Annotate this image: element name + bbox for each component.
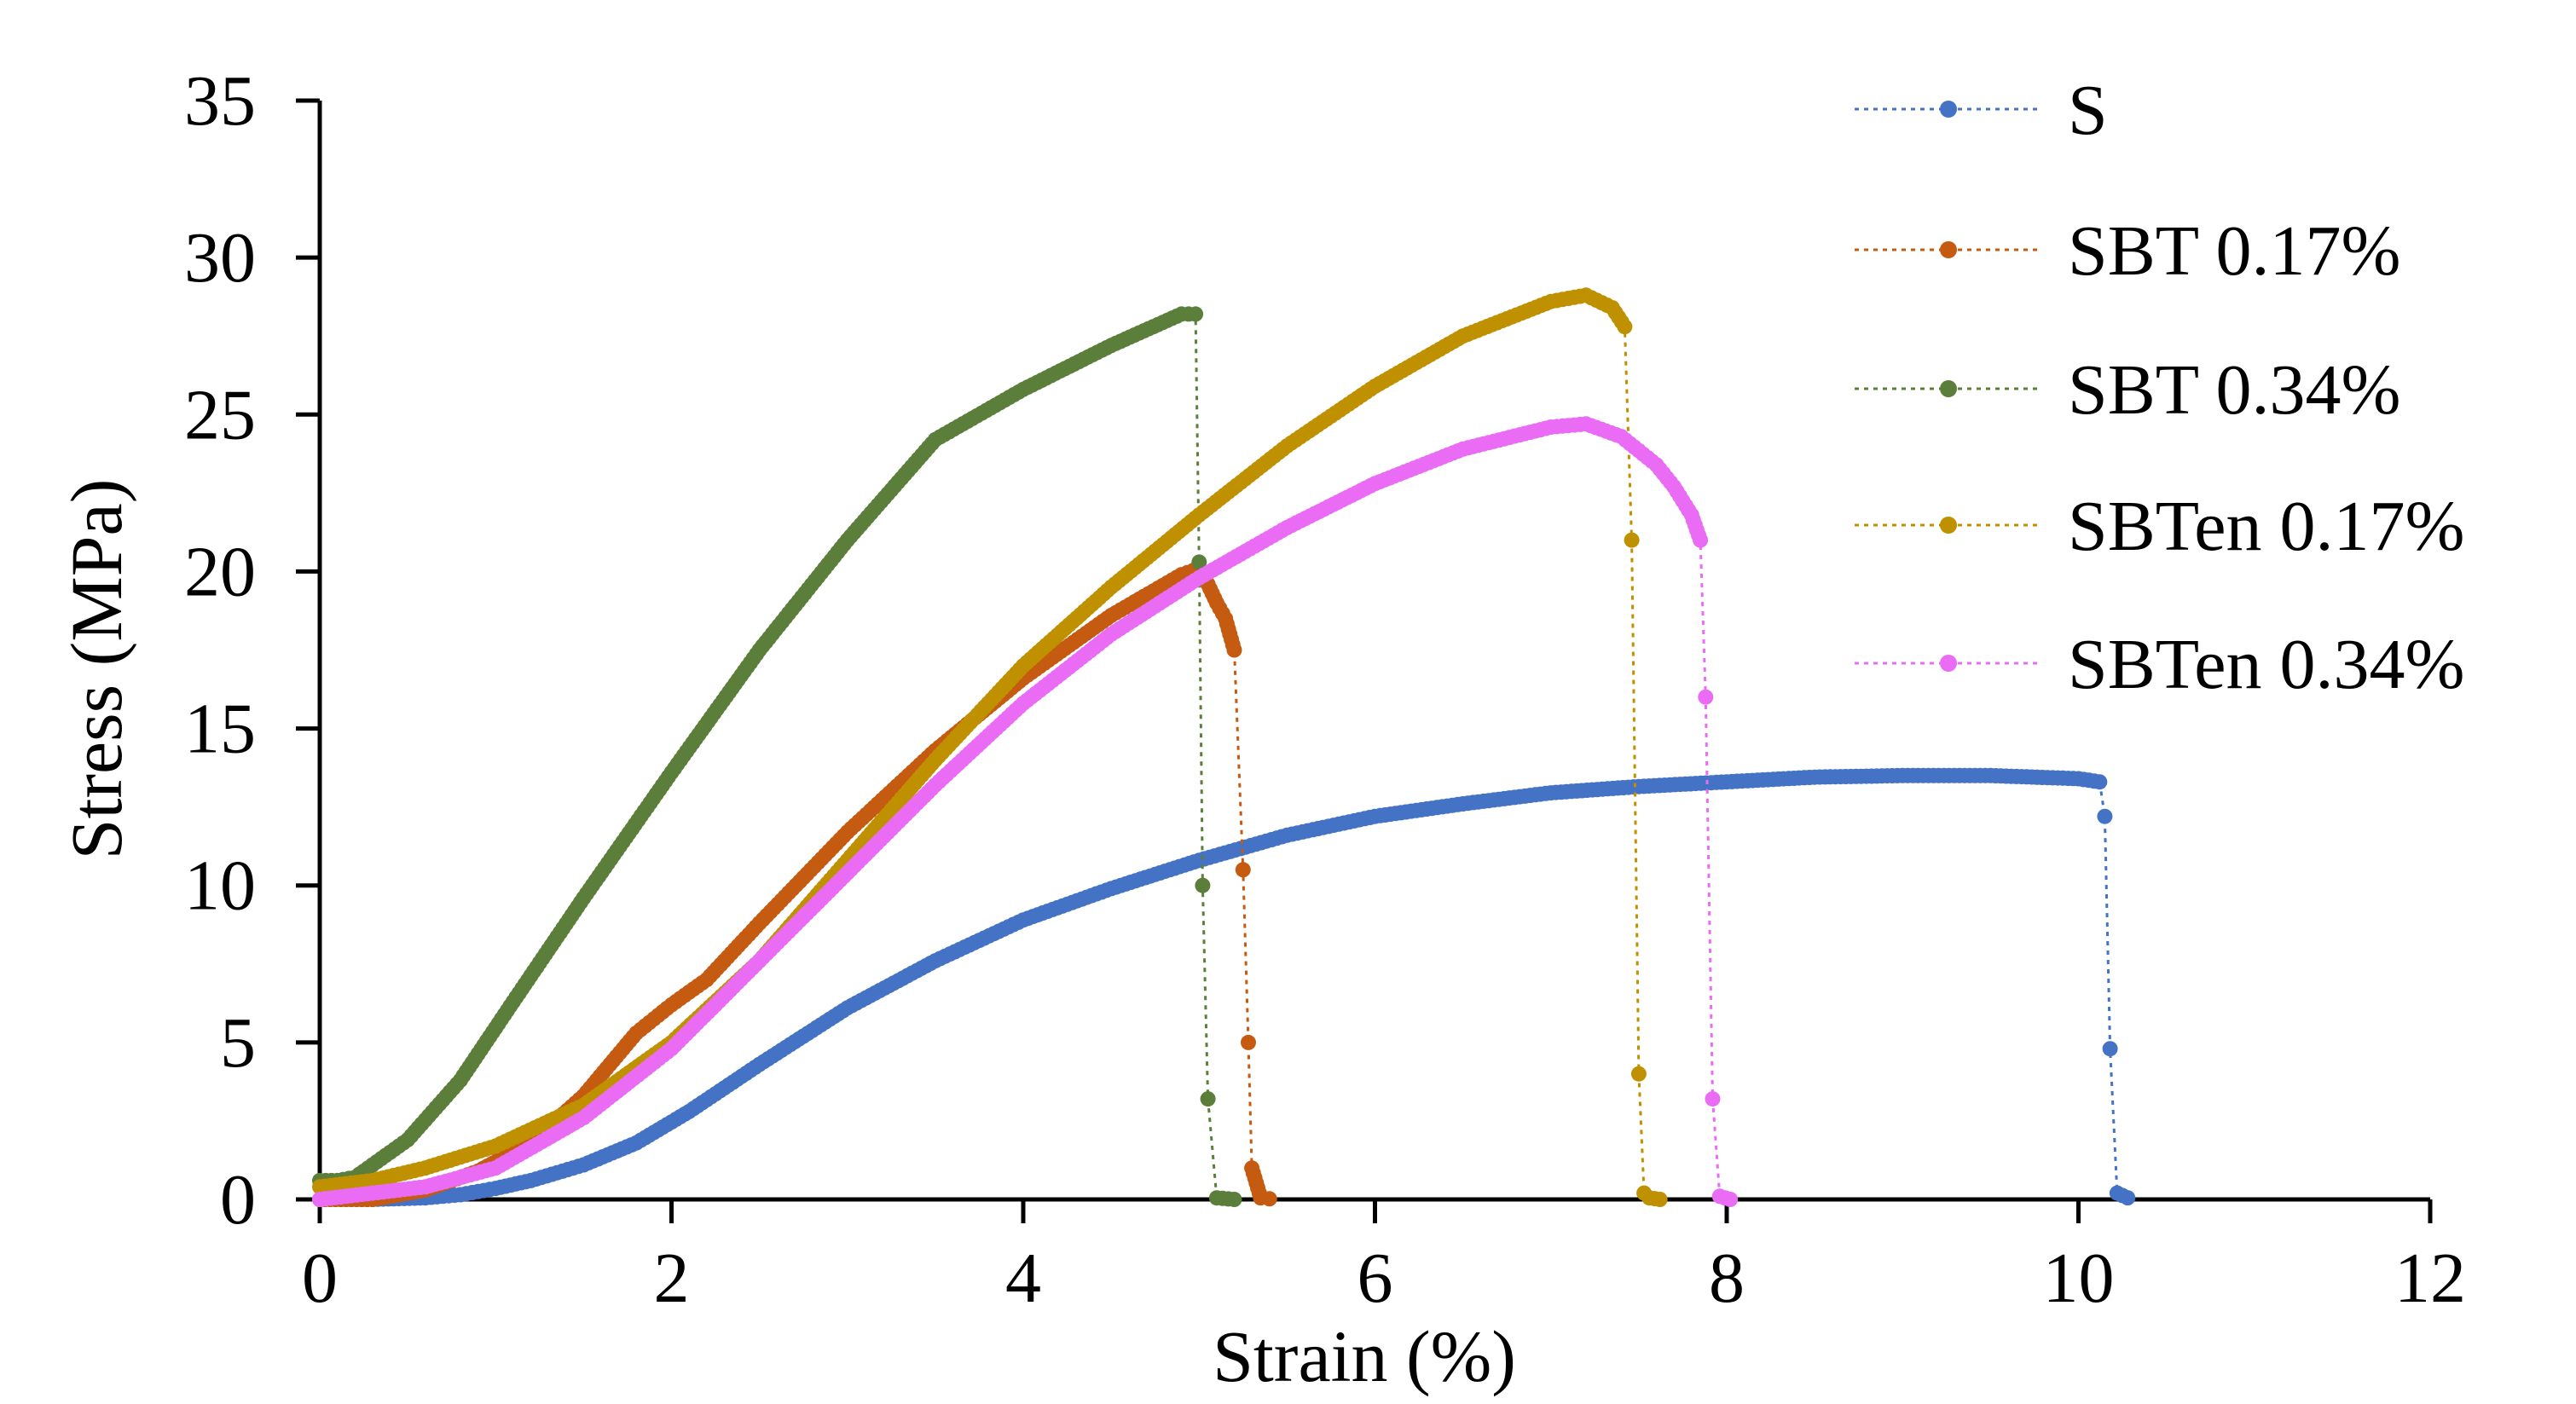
series-layer bbox=[312, 287, 2136, 1207]
data-point bbox=[1235, 862, 1251, 878]
data-point bbox=[1722, 1192, 1739, 1207]
legend-marker bbox=[1940, 241, 1957, 258]
legend-label: SBTen 0.34% bbox=[2068, 625, 2464, 704]
data-point bbox=[1617, 319, 1633, 335]
x-tick-label: 2 bbox=[654, 1239, 690, 1318]
series-s bbox=[312, 767, 2136, 1207]
data-point bbox=[1698, 689, 1714, 705]
series-line bbox=[319, 422, 1731, 1201]
legend-label: SBT 0.17% bbox=[2068, 211, 2401, 291]
legend-item: SBTen 0.34% bbox=[1855, 625, 2464, 704]
y-tick-label: 30 bbox=[184, 218, 256, 298]
y-axis-title: Stress (MPa) bbox=[55, 479, 137, 860]
tick-labels: 0 2 4 6 8 10 12 0 5 10 15 20 25 30 35 bbox=[184, 61, 2466, 1318]
data-point bbox=[1693, 532, 1709, 548]
legend-label: SBT 0.34% bbox=[2068, 350, 2401, 430]
legend: S SBT 0.17% SBT 0.34% SBTen 0.17% SBTen 0.34… bbox=[1855, 71, 2464, 704]
axes bbox=[296, 98, 2433, 1223]
legend-item: SBT 0.17% bbox=[1855, 211, 2401, 291]
y-tick-label: 35 bbox=[184, 61, 256, 141]
y-tick-label: 0 bbox=[220, 1160, 256, 1239]
legend-item: SBT 0.34% bbox=[1855, 350, 2401, 430]
data-point bbox=[1630, 1066, 1647, 1082]
data-point bbox=[1195, 877, 1211, 893]
data-point bbox=[2120, 1190, 2136, 1206]
legend-label: SBTen 0.17% bbox=[2068, 487, 2464, 566]
data-point bbox=[1200, 1091, 1216, 1107]
data-point bbox=[1241, 1034, 1256, 1050]
data-point bbox=[2102, 1041, 2118, 1057]
data-point bbox=[1226, 1192, 1242, 1207]
x-tick-label: 6 bbox=[1357, 1239, 1393, 1318]
series-sbten-0-17- bbox=[312, 287, 1668, 1207]
legend-item: SBTen 0.17% bbox=[1855, 487, 2464, 566]
x-axis-title: Strain (%) bbox=[1213, 1315, 1516, 1397]
y-tick-label: 5 bbox=[220, 1003, 256, 1083]
series-line bbox=[320, 774, 2128, 1201]
x-tick-label: 0 bbox=[302, 1239, 338, 1318]
y-tick-label: 15 bbox=[184, 690, 256, 769]
x-tick-label: 8 bbox=[1709, 1239, 1745, 1318]
data-point bbox=[1188, 306, 1204, 322]
series-line bbox=[319, 293, 1660, 1201]
legend-item: S bbox=[1855, 71, 2108, 150]
series-sbt-0-34- bbox=[312, 306, 1242, 1207]
data-point bbox=[1624, 532, 1640, 548]
legend-marker bbox=[1940, 655, 1957, 672]
x-tick-label: 10 bbox=[2043, 1239, 2115, 1318]
data-point bbox=[2097, 808, 2113, 824]
data-point bbox=[1652, 1192, 1668, 1207]
data-point bbox=[1226, 642, 1242, 658]
y-tick-label: 20 bbox=[184, 532, 256, 611]
data-point bbox=[1261, 1191, 1277, 1207]
legend-label: S bbox=[2068, 71, 2108, 150]
y-tick-label: 25 bbox=[184, 375, 256, 454]
series-line bbox=[320, 312, 1235, 1201]
x-tick-label: 12 bbox=[2394, 1239, 2466, 1318]
series-sbten-0-34- bbox=[312, 416, 1739, 1207]
data-point bbox=[1191, 554, 1207, 570]
data-point bbox=[2092, 774, 2108, 790]
legend-marker bbox=[1940, 380, 1957, 397]
legend-marker bbox=[1940, 517, 1957, 534]
data-point bbox=[1705, 1091, 1721, 1107]
legend-marker bbox=[1940, 101, 1957, 118]
x-tick-label: 4 bbox=[1005, 1239, 1041, 1318]
y-tick-label: 10 bbox=[184, 846, 256, 926]
